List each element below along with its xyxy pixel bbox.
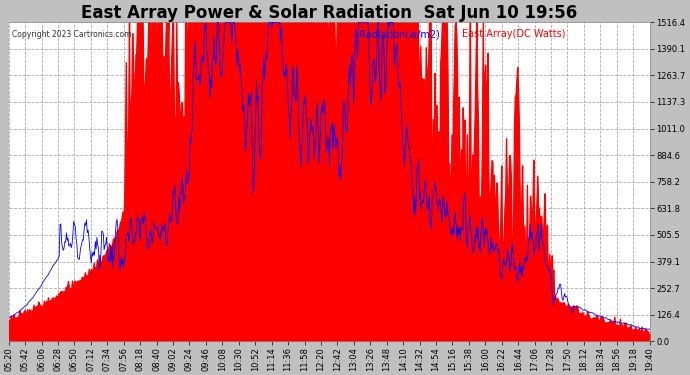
- Text: East Array(DC Watts): East Array(DC Watts): [462, 29, 566, 39]
- Title: East Array Power & Solar Radiation  Sat Jun 10 19:56: East Array Power & Solar Radiation Sat J…: [81, 4, 578, 22]
- Text: Copyright 2023 Cartronics.com: Copyright 2023 Cartronics.com: [12, 30, 132, 39]
- Text: Radiation(w/m2): Radiation(w/m2): [359, 29, 440, 39]
